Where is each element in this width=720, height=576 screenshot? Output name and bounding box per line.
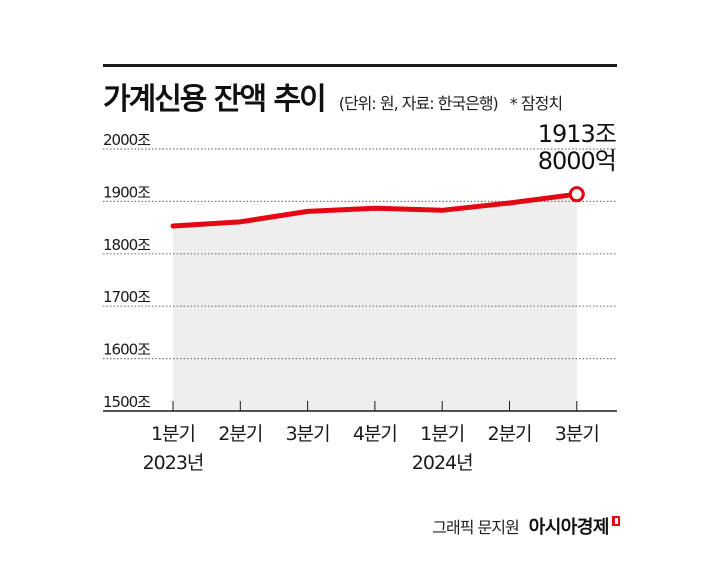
y-tick-label: 1700조 (103, 288, 151, 306)
x-tick-label: 4분기 (353, 423, 397, 445)
x-tick-label: 1분기 (420, 423, 464, 445)
x-tick-label: 3분기 (555, 423, 599, 445)
x-tick-label: 3분기 (286, 423, 330, 445)
y-tick-label: 1500조 (103, 393, 151, 411)
y-tick-label: 1600조 (103, 341, 151, 359)
brand-mark-icon (612, 516, 620, 526)
header: 가계신용 잔액 추이 (단위: 원, 자료: 한국은행) * 잠정치 (103, 74, 563, 117)
provisional-note: * 잠정치 (509, 94, 563, 113)
top-rule (103, 64, 617, 67)
x-tick-label: 1분기 (151, 423, 195, 445)
y-tick-label: 1800조 (103, 236, 151, 254)
y-tick-label: 2000조 (103, 131, 151, 149)
graphic-credit: 그래픽 문지원 (432, 518, 519, 537)
x-group-label: 2024년 (412, 452, 473, 474)
area-fill (173, 194, 577, 411)
x-tick-label: 2분기 (218, 423, 262, 445)
credit: 그래픽 문지원 아시아경제 (432, 513, 620, 539)
chart-subtitle: (단위: 원, 자료: 한국은행) (338, 94, 499, 113)
x-group-label: 2023년 (143, 452, 204, 474)
chart-title: 가계신용 잔액 추이 (103, 82, 327, 117)
data-line (170, 191, 580, 229)
x-tick-label: 2분기 (487, 423, 531, 445)
last-value-label: 8000억 (538, 147, 616, 175)
last-point-marker (568, 186, 585, 203)
last-value-label: 1913조 (538, 120, 616, 148)
y-tick-label: 1900조 (103, 183, 151, 201)
brand-logo: 아시아경제 (528, 517, 610, 538)
